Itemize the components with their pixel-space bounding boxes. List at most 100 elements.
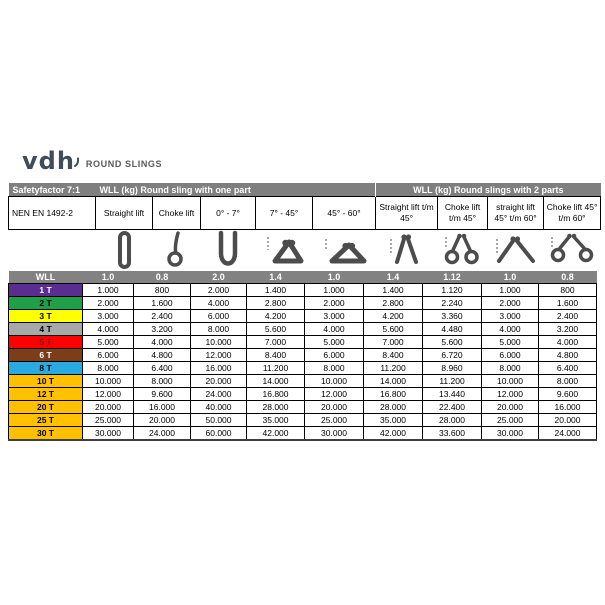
multiplier: 0.8 (133, 271, 191, 284)
wll-value: 6.000 (304, 348, 364, 362)
wll-value: 5.000 (304, 335, 364, 349)
capacity-label: 10 T (8, 374, 83, 388)
wll-value: 20.000 (82, 400, 134, 414)
two-part-straight-60-icon (487, 229, 543, 270)
wll-value: 1.400 (363, 283, 423, 297)
wll-value: 8.000 (481, 361, 539, 375)
col-header-2p-choke-60: Choke lift 45° t/m 60° (543, 196, 602, 230)
wll-value: 10.000 (190, 335, 247, 349)
wll-value: 12.000 (82, 387, 134, 401)
wll-value: 13.440 (422, 387, 482, 401)
wll-value: 30.000 (481, 426, 539, 441)
wll-value: 8.000 (538, 374, 597, 388)
table-row: 1 T 1.000 800 2.000 1.400 1.000 1.400 1.120 1.0… (8, 283, 597, 297)
wll-value: 1.120 (422, 283, 482, 297)
wll-value: 8.400 (246, 348, 305, 362)
capacity-label: 25 T (8, 413, 83, 427)
wll-value: 8.000 (82, 361, 134, 375)
basket-0-7-icon (200, 229, 255, 270)
wll-value: 8.000 (133, 374, 191, 388)
table-row: 4 T 4.000 3.200 8.000 5.600 4.000 5.600 4.480 4… (8, 322, 597, 336)
wll-value: 2.240 (422, 296, 482, 310)
wll-value: 5.000 (82, 335, 134, 349)
logo-tagline: ROUND SLINGS (85, 159, 163, 169)
wll-value: 5.000 (481, 335, 539, 349)
wll-value: 4.800 (538, 348, 597, 362)
wll-value: 24.000 (133, 426, 191, 441)
wll-value: 4.000 (538, 335, 597, 349)
two-part-choke-60-icon (543, 229, 600, 270)
wll-value: 3.360 (422, 309, 482, 323)
wll-value: 16.800 (246, 387, 305, 401)
column-header-row: NEN EN 1492-2 Straight lift Choke lift 0… (8, 196, 602, 230)
two-part-choke-45-icon (437, 229, 487, 270)
wll-value: 14.000 (246, 374, 305, 388)
wll-value: 3.000 (82, 309, 134, 323)
wll-value: 16.000 (190, 361, 247, 375)
table-row: 12 T 12.000 9.600 24.000 16.800 12.000 16.800… (8, 387, 597, 401)
wll-value: 5.600 (422, 335, 482, 349)
wll-value: 2.800 (246, 296, 305, 310)
wll-value: 4.000 (190, 296, 247, 310)
wll-value: 16.000 (133, 400, 191, 414)
wll-value: 1.600 (133, 296, 191, 310)
capacity-label: 1 T (8, 283, 83, 297)
wll-value: 9.600 (538, 387, 597, 401)
wll-value: 4.000 (304, 322, 364, 336)
wll-value: 10.000 (304, 374, 364, 388)
wll-value: 6.000 (82, 348, 134, 362)
multiplier: 2.0 (190, 271, 247, 284)
wll-value: 2.400 (133, 309, 191, 323)
choke-lift-icon (152, 229, 200, 270)
capacity-label: 5 T (8, 335, 83, 349)
multiplier: 1.0 (82, 271, 134, 284)
wll-value: 16.800 (363, 387, 423, 401)
wll-value: 40.000 (190, 400, 247, 414)
wll-value: 14.000 (363, 374, 423, 388)
wll-value: 11.200 (246, 361, 305, 375)
wll-value: 4.200 (246, 309, 305, 323)
wll-value: 6.400 (133, 361, 191, 375)
wll-value: 25.000 (304, 413, 364, 427)
wll-value: 8.000 (190, 322, 247, 336)
vdh-logo-mark-icon (73, 148, 82, 172)
wll-value: 9.600 (133, 387, 191, 401)
wll-value: 5.600 (363, 322, 423, 336)
col-header-choke-lift: Choke lift (152, 196, 201, 230)
col-header-2p-choke-45: Choke lift t/m 45° (437, 196, 489, 230)
wll-value: 4.480 (422, 322, 482, 336)
col-header-straight-lift: Straight lift (95, 196, 153, 230)
wll-value: 6.000 (481, 348, 539, 362)
multiplier: 1.0 (304, 271, 364, 284)
multiplier-row: WLL 1.0 0.8 2.0 1.4 1.0 1.4 1.12 1.0 0.8 (8, 271, 597, 284)
wll-value: 4.000 (82, 322, 134, 336)
multiplier: 1.12 (422, 271, 482, 284)
wll-value: 42.000 (246, 426, 305, 441)
wll-value: 12.000 (304, 387, 364, 401)
table-row: 6 T 6.000 4.800 12.000 8.400 6.000 8.400 6.720… (8, 348, 597, 362)
wll-value: 42.000 (363, 426, 423, 441)
wll-value: 20.000 (133, 413, 191, 427)
wll-value: 800 (133, 283, 191, 297)
col-header-2p-straight-60: straight lift 45° t/m 60° (487, 196, 545, 230)
table-row: 10 T 10.000 8.000 20.000 14.000 10.000 14.000… (8, 374, 597, 388)
standard-label: NEN EN 1492-2 (8, 196, 96, 230)
one-part-title: WLL (kg) Round sling with one part (95, 183, 376, 197)
brand-logo: vdh ROUND SLINGS (22, 149, 162, 173)
multiplier: 1.0 (481, 271, 539, 284)
table-row: 3 T 3.000 2.400 6.000 4.200 3.000 4.200 3.360 3… (8, 309, 597, 323)
capacity-label: 20 T (8, 400, 83, 414)
table-row: 2 T 2.000 1.600 4.000 2.800 2.000 2.800 2.240 2… (8, 296, 597, 310)
table-row: 8 T 8.000 6.400 16.000 11.200 8.000 11.200 8.9… (8, 361, 597, 375)
wll-header-label: WLL (8, 271, 83, 284)
header-table: Safetyfactor 7:1 WLL (kg) Round sling wi… (8, 183, 602, 230)
col-header-7-45: 7° - 45° (255, 196, 313, 230)
col-header-2p-straight-45: Straight lift t/m 45° (375, 196, 439, 230)
wll-table: WLL 1.0 0.8 2.0 1.4 1.0 1.4 1.12 1.0 0.8… (8, 271, 597, 441)
wll-value: 6.720 (422, 348, 482, 362)
wll-value: 10.000 (481, 374, 539, 388)
wll-value: 800 (538, 283, 597, 297)
wll-value: 33.600 (422, 426, 482, 441)
wll-value: 10.000 (82, 374, 134, 388)
vdh-logo-text: vdh (22, 147, 75, 175)
